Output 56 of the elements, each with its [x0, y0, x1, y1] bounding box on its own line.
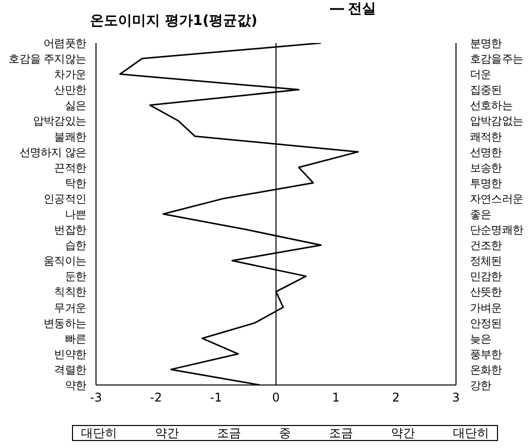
y-tick-label: 빠른	[64, 332, 86, 346]
y2-tick-label: 안정된	[470, 316, 502, 330]
y-tick-label: 인공적인	[44, 192, 86, 206]
scale-box: 대단히 약간 조금 중 조금 약간 대단히	[72, 425, 498, 441]
y2-tick-label: 선명한	[470, 146, 502, 159]
y-tick-label: 둔한	[64, 270, 86, 284]
y2-tick-label: 좋은	[470, 208, 492, 221]
y-tick-label: 무거운	[54, 301, 86, 314]
x-tick-label: 0	[272, 390, 280, 405]
x-tick-label: 1	[332, 390, 340, 405]
y-tick-label: 호감을 주지않는	[8, 52, 86, 66]
y-tick-label: 나쁜	[64, 208, 86, 221]
chart-title: 온도이미지 평가1(평균값)	[90, 12, 258, 30]
x-tick-label: 3	[452, 390, 460, 405]
y-tick-label: 선명하지 않은	[19, 146, 86, 159]
y2-tick-label: 민감한	[470, 270, 502, 284]
y-tick-label: 격렬한	[54, 363, 86, 376]
y-tick-label: 끈적한	[54, 161, 86, 174]
y2-tick-label: 자연스러운	[470, 192, 524, 206]
y2-tick-label: 산뜻한	[470, 286, 502, 299]
y-tick-label: 압박감있는	[32, 114, 86, 128]
y2-tick-label: 더운	[470, 68, 492, 82]
y2-tick-label: 선호하는	[470, 99, 513, 112]
y-tick-label: 칙칙한	[54, 286, 86, 299]
y2-tick-label: 정체된	[470, 254, 502, 268]
y-tick-label: 어렴풋한	[44, 37, 86, 50]
y2-tick-label: 보송한	[470, 161, 502, 174]
y-tick-label: 싫은	[64, 99, 86, 112]
y-tick-label: 차가운	[54, 68, 86, 82]
y2-tick-label: 온화한	[470, 363, 502, 376]
y2-tick-label: 풍부한	[470, 348, 502, 361]
y-tick-label: 빈약한	[54, 348, 86, 361]
y2-tick-label: 압박감없는	[470, 114, 524, 128]
y2-tick-label: 분명한	[470, 37, 502, 50]
y-tick-label: 번잡한	[54, 224, 86, 237]
y2-tick-label: 늦은	[470, 332, 492, 346]
y2-tick-label: 호감을주는	[470, 52, 524, 66]
y2-tick-label: 단순명쾌한	[470, 224, 524, 237]
x-tick-label: -3	[90, 390, 102, 405]
y2-tick-label: 집중된	[470, 84, 502, 97]
y-tick-label: 산만한	[54, 84, 86, 97]
x-tick-label: -2	[150, 390, 162, 405]
y2-tick-label: 투명한	[470, 176, 502, 190]
y2-tick-label: 쾌적한	[470, 130, 502, 144]
y-tick-label: 약한	[64, 379, 86, 392]
y-tick-label: 습한	[64, 239, 86, 252]
y-tick-label: 변동하는	[44, 316, 86, 330]
x-tick-label: 2	[392, 390, 400, 405]
y-tick-label: 불쾌한	[54, 130, 86, 144]
y2-tick-label: 건조한	[470, 239, 502, 252]
y-tick-label: 탁한	[64, 176, 86, 190]
y2-tick-label: 강한	[470, 379, 492, 392]
y2-tick-label: 가벼운	[470, 301, 502, 314]
y-tick-label: 움직이는	[44, 254, 86, 268]
legend-label: 전실	[348, 1, 376, 17]
x-tick-label: -1	[210, 390, 222, 405]
